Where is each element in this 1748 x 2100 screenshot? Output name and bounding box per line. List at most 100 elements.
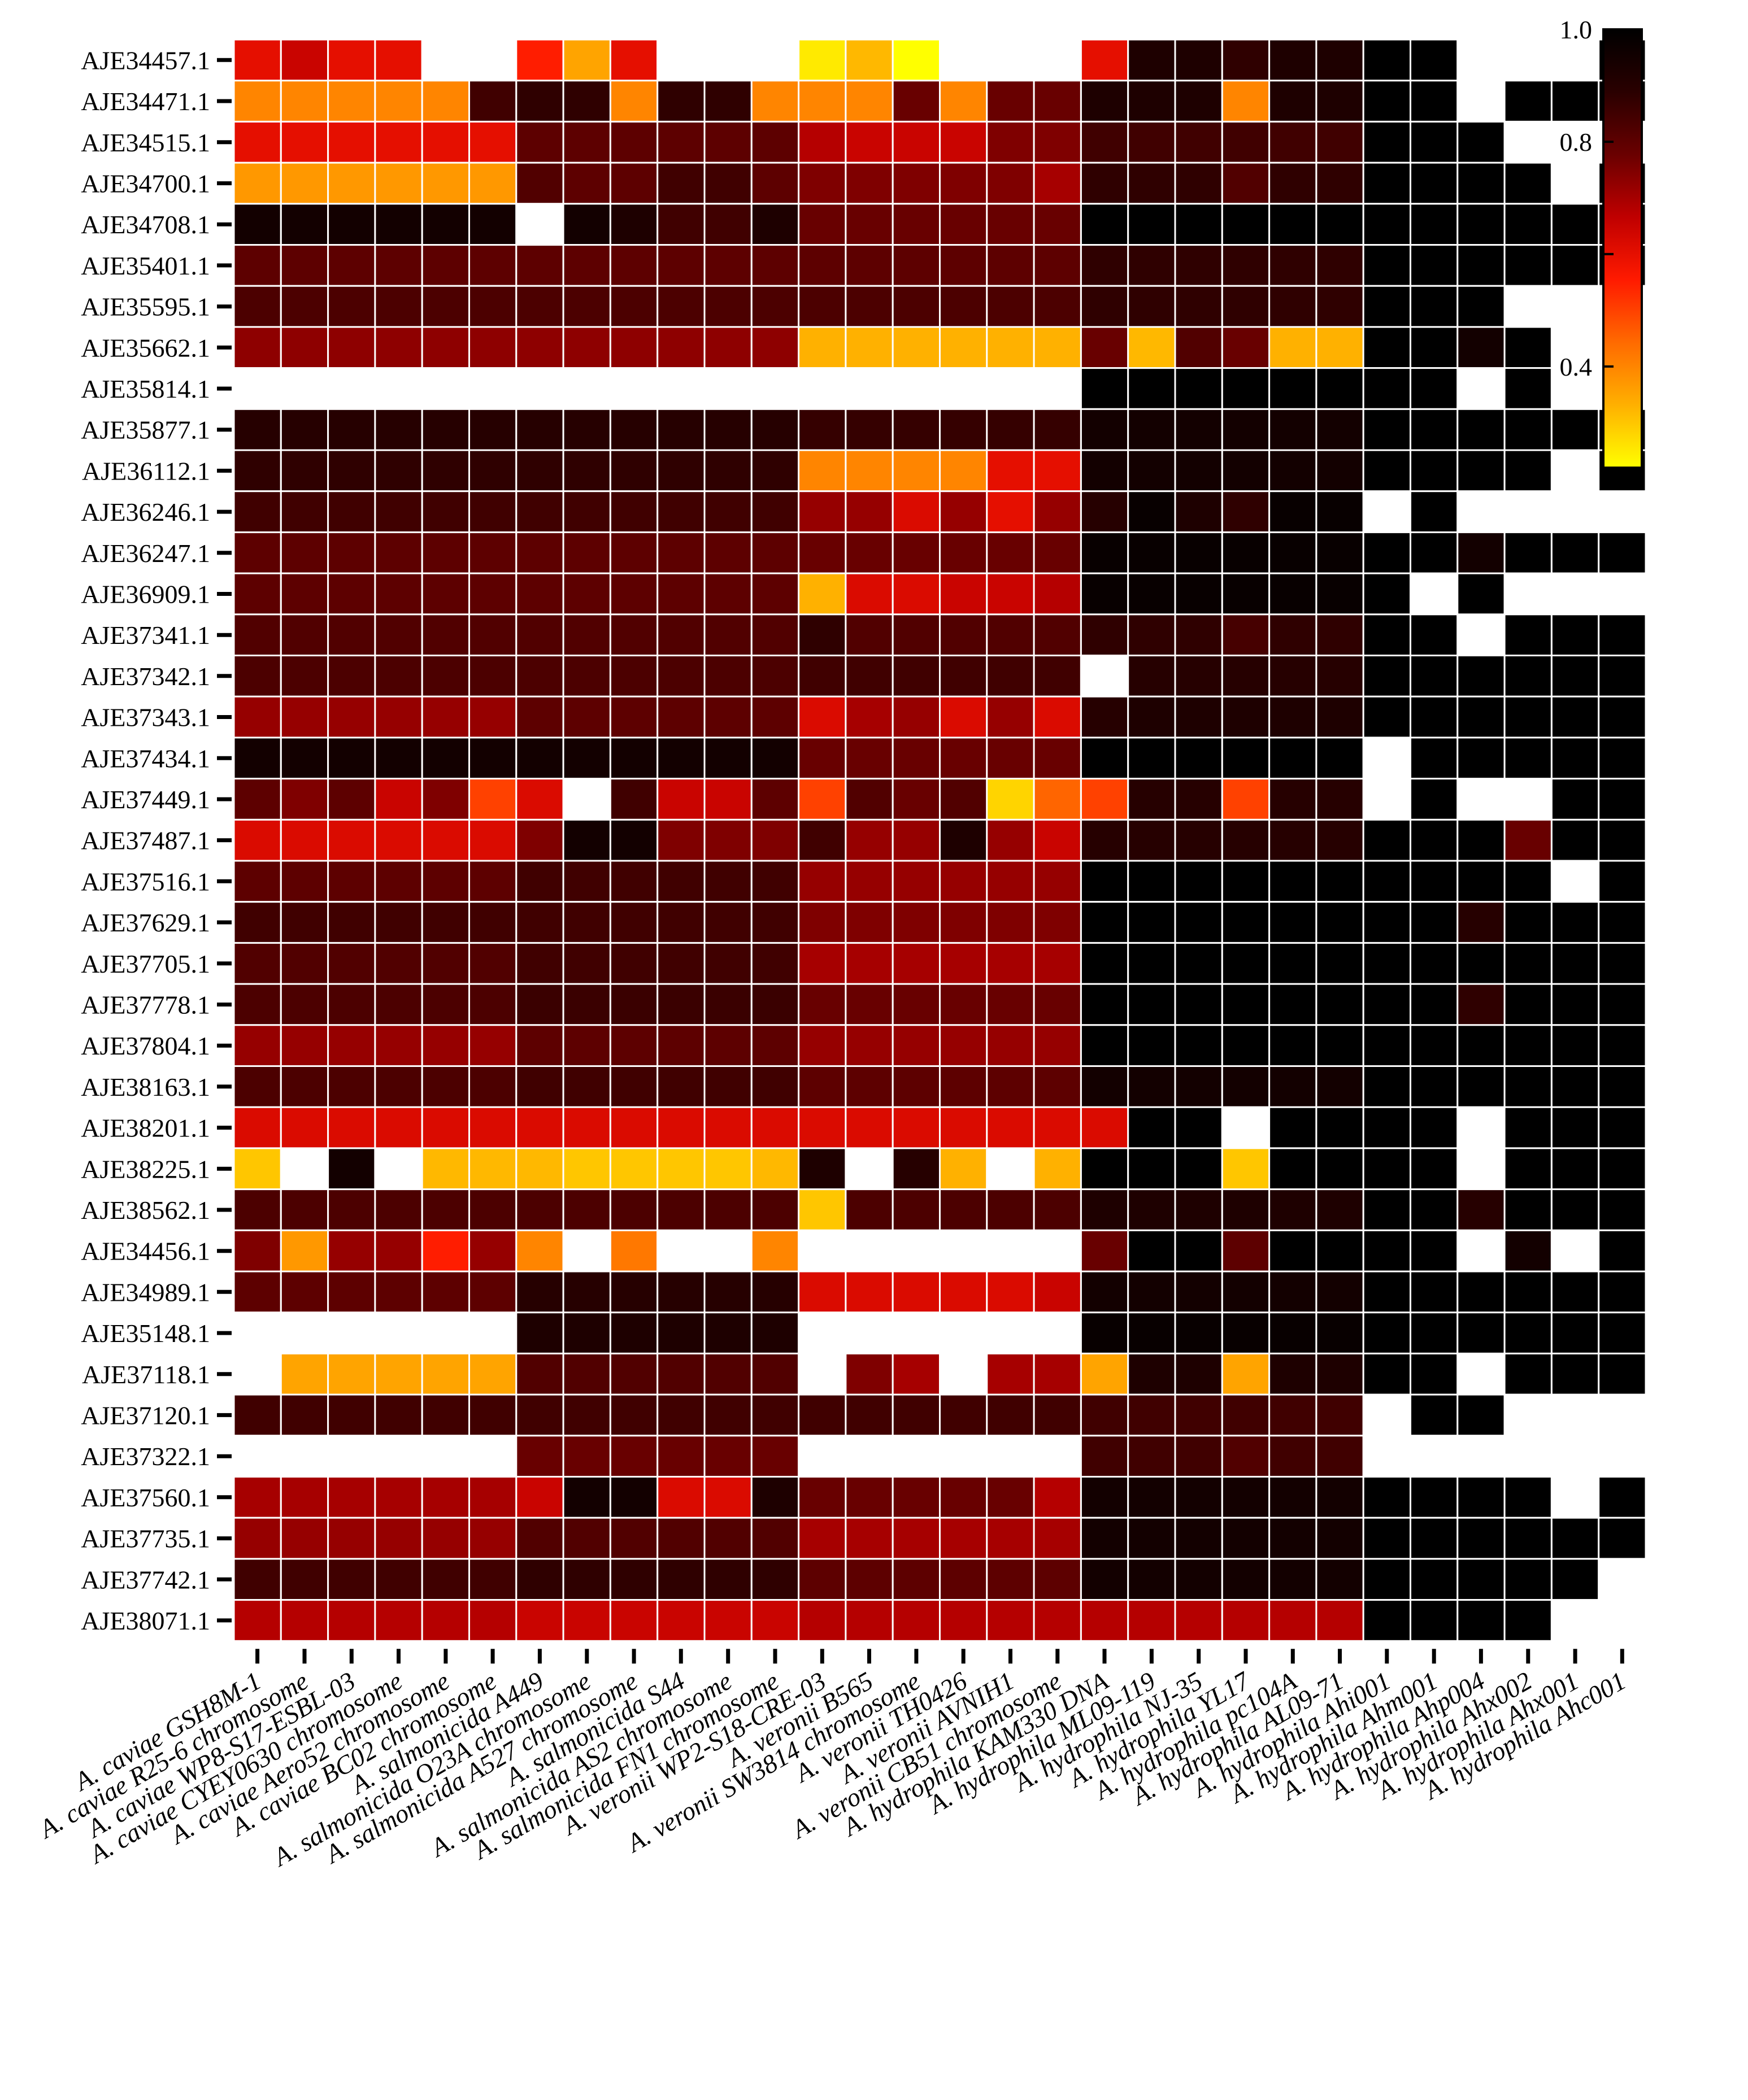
heatmap-cell: AJE34989.1 / A. salmonicida A449: 0.9 <box>515 1270 564 1314</box>
heatmap-cell: AJE37487.1 / A. hydrophila Ahc001: 1 <box>1598 818 1647 862</box>
heatmap-cell: AJE35877.1 / A. caviae WP8-S17-ESBL-03: … <box>327 408 376 451</box>
heatmap-cell: AJE38163.1 / A. caviae R25-6 chromosome:… <box>280 1065 329 1108</box>
heatmap-cell: AJE37118.1 / A. hydrophila KAM330 DNA: 0… <box>1080 1352 1129 1396</box>
heatmap-cell: AJE36112.1 / A. hydrophila Ahp004: 1 <box>1456 449 1506 493</box>
heatmap-cell: AJE37322.1 / A. hydrophila Ahc001: n/a <box>1598 1435 1647 1478</box>
heatmap-cell: AJE35662.1 / A. hydrophila Ahx001: n/a <box>1550 326 1600 369</box>
heatmap-cell: AJE34989.1 / A. hydrophila Ahx002: 1 <box>1503 1270 1553 1314</box>
heatmap-cell: AJE34515.1 / A. hydrophila Ahx002: n/a <box>1503 120 1553 164</box>
heatmap-cell: AJE37341.1 / A. caviae CYEY0630 chromoso… <box>374 613 423 657</box>
heatmap-cell: AJE37516.1 / A. veronii CB51 chromosome:… <box>1033 860 1082 903</box>
heatmap-cell: AJE36246.1 / A. veronii B565: 0.72 <box>845 490 894 533</box>
heatmap-cell: AJE36909.1 / A. hydrophila ML09-119: 0.9… <box>1127 572 1176 616</box>
heatmap-cell: AJE34515.1 / A. salmonicida A449: 0.8 <box>515 120 564 164</box>
heatmap-cell: AJE35595.1 / A. hydrophila ML09-119: 0.8… <box>1127 285 1176 328</box>
heatmap-cell: AJE37629.1 / A. veronii TH0426: 0.75 <box>939 901 988 944</box>
row-label: AJE37778.1 <box>81 991 210 1019</box>
heatmap-cell: AJE37434.1 / A. hydrophila Ahp004: 1 <box>1456 737 1506 780</box>
heatmap-cell: AJE36247.1 / A. salmonicida A449: 0.8 <box>515 531 564 574</box>
heatmap-cell: AJE37705.1 / A. veronii CB51 chromosome:… <box>1033 942 1082 985</box>
heatmap-cell: AJE35401.1 / A. salmonicida O23A chromos… <box>562 244 611 287</box>
heatmap-cell: AJE38201.1 / A. hydrophila pc104A: 1 <box>1268 1106 1317 1149</box>
heatmap-cell: AJE37804.1 / A. caviae Aero52 chromosome… <box>421 1024 471 1068</box>
heatmap-cell: AJE37120.1 / A. caviae CYEY0630 chromoso… <box>374 1393 423 1437</box>
heatmap-cell: AJE37742.1 / A. hydrophila ML09-119: 0.9… <box>1127 1558 1176 1601</box>
heatmap-cell: AJE38163.1 / A. salmonicida S44: 0.85 <box>656 1065 706 1108</box>
heatmap-cell: AJE37342.1 / A. hydrophila pc104A: 0.9 <box>1268 655 1317 698</box>
heatmap-cell: AJE36112.1 / A. salmonicida A449: 0.88 <box>515 449 564 493</box>
heatmap-cell: AJE36112.1 / A. hydrophila ML09-119: 0.9… <box>1127 449 1176 493</box>
heatmap-cell: AJE37629.1 / A. hydrophila Ahc001: 1 <box>1598 901 1647 944</box>
heatmap-cell: AJE37434.1 / A. hydrophila Ahm001: 1 <box>1410 737 1459 780</box>
heatmap-cell: AJE37516.1 / A. salmonicida AS2 chromoso… <box>703 860 753 903</box>
heatmap-cell: AJE34471.1 / A. hydrophila NJ-35: 0.92 <box>1174 80 1223 123</box>
heatmap-cell: AJE37449.1 / A. caviae R25-6 chromosome:… <box>280 778 329 821</box>
heatmap-cell: AJE37449.1 / A. hydrophila Ahi001: n/a <box>1362 778 1411 821</box>
heatmap-cell: AJE37342.1 / A. caviae GSH8M-1: 0.83 <box>233 655 282 698</box>
heatmap-cell: AJE37487.1 / A. veronii WP2-S18-CRE-03: … <box>798 818 847 862</box>
heatmap-cell: AJE38225.1 / A. hydrophila Ahm001: 1 <box>1410 1147 1459 1191</box>
heatmap-cell: AJE36909.1 / A. veronii TH0426: 0.65 <box>939 572 988 616</box>
heatmap-cell: AJE37560.1 / A. veronii AVNIH1: 0.78 <box>986 1476 1035 1519</box>
heatmap-cell: AJE37487.1 / A. hydrophila Ahm001: 1 <box>1410 818 1459 862</box>
heatmap-cell: AJE37804.1 / A. veronii SW3814 chromosom… <box>892 1024 941 1068</box>
heatmap-cell: AJE37449.1 / A. salmonicida AS2 chromoso… <box>703 778 753 821</box>
heatmap-cell: AJE37322.1 / A. salmonicida A527 chromos… <box>609 1435 659 1478</box>
heatmap-cell: AJE36247.1 / A. caviae Aero52 chromosome… <box>421 531 471 574</box>
heatmap-cell: AJE35662.1 / A. caviae BC02 chromosome: … <box>468 326 518 369</box>
heatmap-cell: AJE35595.1 / A. hydrophila AL09-71: 0.88 <box>1315 285 1364 328</box>
heatmap-cell: AJE35148.1 / A. hydrophila AL09-71: 0.98 <box>1315 1312 1364 1354</box>
heatmap-cell: AJE37434.1 / A. hydrophila Ahc001: 1 <box>1598 737 1647 780</box>
heatmap-cell: AJE36247.1 / A. veronii SW3814 chromosom… <box>892 531 941 574</box>
heatmap-cell: AJE34700.1 / A. salmonicida O23A chromos… <box>562 162 611 205</box>
heatmap-cell: AJE37629.1 / A. veronii WP2-S18-CRE-03: … <box>798 901 847 944</box>
heatmap-cell: AJE37742.1 / A. hydrophila Ahi001: 1 <box>1362 1558 1411 1601</box>
heatmap-cell: AJE37735.1 / A. salmonicida A527 chromos… <box>609 1517 659 1560</box>
row-label: AJE37705.1 <box>81 949 210 978</box>
heatmap-cell: AJE37629.1 / A. hydrophila Ahx001: 1 <box>1550 901 1600 944</box>
heatmap-cell: AJE35877.1 / A. veronii SW3814 chromosom… <box>892 408 941 451</box>
heatmap-cell: AJE35662.1 / A. hydrophila Ahm001: 1 <box>1410 326 1459 369</box>
heatmap-cell: AJE37341.1 / A. caviae BC02 chromosome: … <box>468 613 518 657</box>
row-label: AJE36247.1 <box>81 539 210 568</box>
heatmap-cell: AJE37705.1 / A. salmonicida AS2 chromoso… <box>703 942 753 985</box>
heatmap-cell: AJE38071.1 / A. caviae R25-6 chromosome:… <box>280 1599 329 1642</box>
heatmap-cell: AJE37487.1 / A. caviae WP8-S17-ESBL-03: … <box>327 818 376 862</box>
heatmap-cell: AJE38562.1 / A. hydrophila AL09-71: 0.92 <box>1315 1188 1364 1231</box>
heatmap-cell: AJE34989.1 / A. hydrophila Ahm001: 1 <box>1410 1270 1459 1314</box>
heatmap-cell: AJE38071.1 / A. veronii AVNIH1: 0.68 <box>986 1599 1035 1642</box>
heatmap-cell: AJE36246.1 / A. hydrophila NJ-35: 0.92 <box>1174 490 1223 533</box>
heatmap-cell: AJE37629.1 / A. hydrophila Ahx002: 1 <box>1503 901 1553 944</box>
heatmap-cell: AJE37629.1 / A. caviae Aero52 chromosome… <box>421 901 471 944</box>
heatmap-cell: AJE38225.1 / A. veronii CB51 chromosome:… <box>1033 1147 1082 1191</box>
heatmap-cell: AJE37778.1 / A. hydrophila pc104A: 1 <box>1268 983 1317 1026</box>
colorbar-tick-label: 0.6 <box>1560 240 1593 269</box>
heatmap-cell: AJE37118.1 / A. salmonicida FN1 chromoso… <box>750 1352 800 1396</box>
heatmap-cell: AJE37735.1 / A. caviae CYEY0630 chromoso… <box>374 1517 423 1560</box>
heatmap-cell: AJE36909.1 / A. veronii WP2-S18-CRE-03: … <box>798 572 847 616</box>
heatmap-cell: AJE36112.1 / A. hydrophila pc104A: 0.95 <box>1268 449 1317 493</box>
heatmap-cell: AJE34471.1 / A. hydrophila ML09-119: 0.9… <box>1127 80 1176 123</box>
heatmap-cell: AJE37343.1 / A. hydrophila Ahm001: 1 <box>1410 695 1459 739</box>
heatmap-cell: AJE37118.1 / A. veronii CB51 chromosome:… <box>1033 1352 1082 1396</box>
heatmap-cell: AJE38201.1 / A. hydrophila Ahm001: 1 <box>1410 1106 1459 1149</box>
heatmap-cell: AJE35877.1 / A. salmonicida A449: 0.9 <box>515 408 564 451</box>
heatmap-cell: AJE37735.1 / A. hydrophila Ahc001: 1 <box>1598 1517 1647 1560</box>
heatmap-cell: AJE37778.1 / A. veronii AVNIH1: 0.78 <box>986 983 1035 1026</box>
heatmap-cell: AJE35148.1 / A. hydrophila Ahi001: 1 <box>1362 1312 1411 1354</box>
heatmap-cell: AJE35877.1 / A. hydrophila Ahx002: 1 <box>1503 408 1553 451</box>
heatmap-cell: AJE34456.1 / A. hydrophila Ahx001: n/a <box>1550 1229 1600 1273</box>
heatmap-cell: AJE36909.1 / A. veronii AVNIH1: 0.65 <box>986 572 1035 616</box>
heatmap-cell: AJE37487.1 / A. hydrophila YL17: 0.9 <box>1221 818 1271 862</box>
heatmap-cell: AJE37804.1 / A. veronii AVNIH1: 0.72 <box>986 1024 1035 1068</box>
heatmap-cell: AJE35662.1 / A. hydrophila AL09-71: 0.33 <box>1315 326 1364 369</box>
heatmap-cell: AJE37341.1 / A. salmonicida AS2 chromoso… <box>703 613 753 657</box>
heatmap-cell: AJE37516.1 / A. veronii SW3814 chromosom… <box>892 860 941 903</box>
heatmap-cell: AJE37118.1 / A. hydrophila ML09-119: 0.9… <box>1127 1352 1176 1396</box>
heatmap-cell: AJE37434.1 / A. veronii B565: 0.78 <box>845 737 894 780</box>
heatmap-cell: AJE35401.1 / A. caviae Aero52 chromosome… <box>421 244 471 287</box>
heatmap-cell: AJE35148.1 / A. caviae GSH8M-1: n/a <box>233 1312 282 1354</box>
heatmap-cell: AJE37120.1 / A. hydrophila Ahx002: n/a <box>1503 1393 1553 1437</box>
heatmap-cell: AJE37342.1 / A. hydrophila Ahx002: 1 <box>1503 655 1553 698</box>
heatmap-cell: AJE36112.1 / A. hydrophila KAM330 DNA: 0… <box>1080 449 1129 493</box>
